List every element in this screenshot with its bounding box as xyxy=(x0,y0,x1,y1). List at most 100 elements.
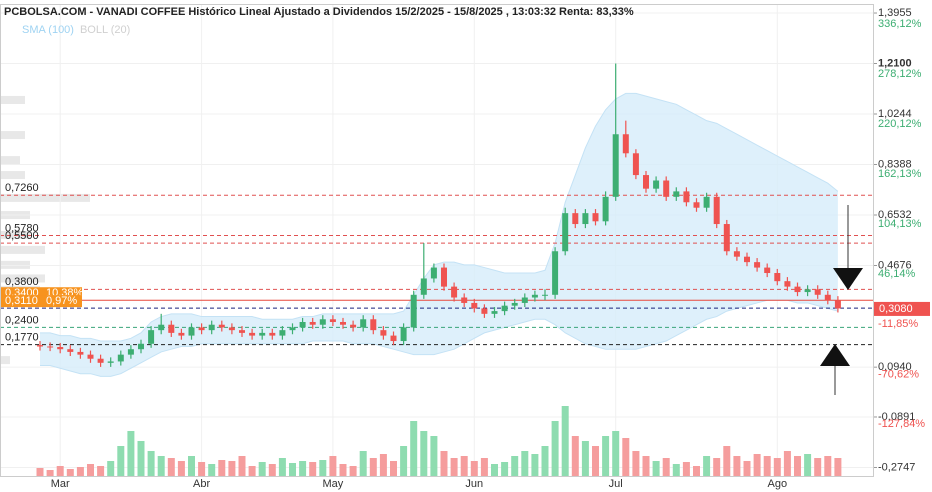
level-label-box xyxy=(0,295,82,308)
candle-body xyxy=(370,319,377,331)
volume-bar xyxy=(117,446,125,476)
candle-body xyxy=(329,319,336,322)
volume-bar xyxy=(592,446,599,476)
x-tick-label: May xyxy=(323,478,344,490)
volume-bar xyxy=(268,464,276,476)
volume-bar xyxy=(622,438,630,476)
x-tick-label: Abr xyxy=(193,478,210,490)
candle-body xyxy=(360,319,367,328)
candle-body xyxy=(239,330,245,333)
volume-bar xyxy=(309,462,317,476)
last-price-label: 0,3080 xyxy=(879,303,913,315)
candle-body xyxy=(572,213,579,225)
volume-bar xyxy=(794,456,801,476)
volume-bar xyxy=(107,461,115,476)
volume-profile-bar xyxy=(0,230,30,239)
candle-body xyxy=(289,327,296,331)
volume-bar xyxy=(137,441,145,476)
candle-body xyxy=(420,278,427,295)
candle-body xyxy=(491,311,498,314)
candle-body xyxy=(794,286,801,293)
y2-tick-label: -70,62% xyxy=(878,369,919,381)
volume-bar xyxy=(672,464,680,476)
volume-profile-bar xyxy=(0,260,30,269)
candle-body xyxy=(400,327,407,342)
x-tick-label: Jul xyxy=(609,478,623,490)
candle-body xyxy=(107,361,114,363)
volume-bar xyxy=(278,458,286,476)
candle-body xyxy=(622,134,629,154)
volume-bar xyxy=(157,456,165,476)
legend-entry: BOLL (20) xyxy=(80,24,130,36)
candle-body xyxy=(410,294,417,328)
volume-bar xyxy=(349,466,357,476)
volume-bar xyxy=(147,451,155,476)
candle-body xyxy=(531,294,538,298)
volume-bar xyxy=(632,451,640,476)
candle-body xyxy=(117,354,124,362)
candle-body xyxy=(632,153,639,176)
volume-bar xyxy=(420,431,428,476)
volume-profile-bar xyxy=(0,95,25,104)
candle-body xyxy=(723,224,730,252)
candle-body xyxy=(703,196,710,208)
volume-profile-bar xyxy=(0,356,10,365)
candle-body xyxy=(37,345,43,347)
candle-body xyxy=(693,202,700,208)
candle-body xyxy=(350,324,357,328)
volume-bar xyxy=(642,456,650,476)
candle-body xyxy=(148,330,155,344)
x-tick-label: Mar xyxy=(51,478,70,490)
y2-tick-label: 336,12% xyxy=(878,18,922,30)
volume-bar xyxy=(450,458,458,476)
volume-bar xyxy=(501,462,509,476)
volume-bar xyxy=(652,461,660,476)
volume-bar xyxy=(339,464,347,476)
level-label: 0,5780 xyxy=(5,222,39,234)
candle-body xyxy=(511,302,518,306)
candle-body xyxy=(602,196,609,222)
bollinger-lower xyxy=(40,299,839,377)
candle-body xyxy=(228,327,235,331)
volume-bar xyxy=(612,431,620,476)
chart-title: PCBOLSA.COM - VANADI COFFEE Histórico Li… xyxy=(4,6,634,18)
volume-bar xyxy=(76,467,84,476)
candle-body xyxy=(67,349,74,352)
candle-body xyxy=(441,267,447,287)
candle-body xyxy=(663,180,670,197)
y-tick-label: 0,8388 xyxy=(878,158,912,170)
candle-body xyxy=(77,351,84,355)
candle-body xyxy=(804,289,811,293)
candle-body xyxy=(562,213,569,252)
candle-body xyxy=(733,251,740,257)
candle-body xyxy=(713,196,720,225)
candle-body xyxy=(582,213,589,225)
candle-body xyxy=(57,347,64,350)
candle-body xyxy=(451,286,458,298)
volume-bar xyxy=(177,461,185,476)
y-tick-label: 0,0940 xyxy=(878,361,912,373)
volume-bar xyxy=(743,461,751,476)
volume-bar xyxy=(188,456,195,476)
candle-body xyxy=(97,358,104,363)
candle-body xyxy=(138,343,144,350)
x-tick-label: Ago xyxy=(768,478,788,490)
volume-bar xyxy=(46,470,54,476)
volume-bar xyxy=(66,469,74,476)
candle-body xyxy=(319,319,326,325)
candle-body xyxy=(552,251,559,295)
y-tick-label: 1,0244 xyxy=(878,108,912,120)
volume-bar xyxy=(359,451,367,476)
y2-tick-label: 162,13% xyxy=(878,168,922,180)
candle-body xyxy=(653,180,660,189)
candle-body xyxy=(208,324,215,331)
volume-bar xyxy=(511,456,519,476)
volume-bar xyxy=(56,466,64,476)
volume-bar xyxy=(319,460,327,476)
volume-bar xyxy=(783,451,791,476)
y2-tick-label: 104,13% xyxy=(878,218,922,230)
candle-body xyxy=(269,332,276,336)
plot-border xyxy=(0,4,874,477)
arrow-up xyxy=(820,344,850,395)
